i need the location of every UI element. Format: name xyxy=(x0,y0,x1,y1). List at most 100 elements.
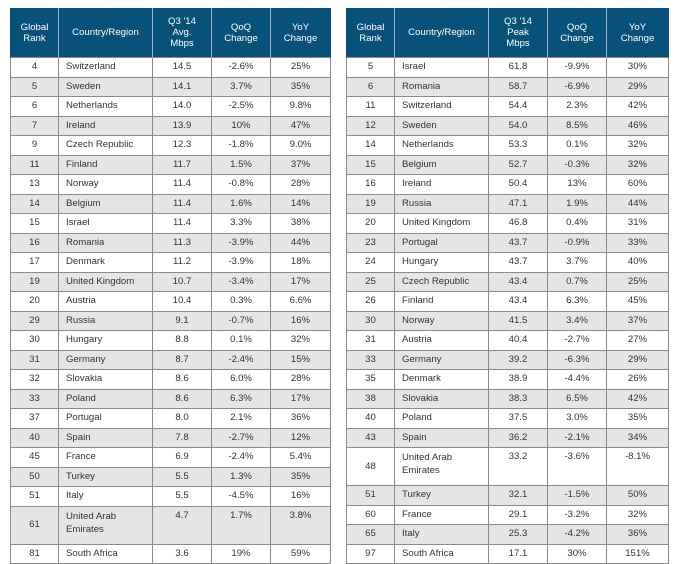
yoy-cell: 42% xyxy=(606,388,669,409)
country-cell: South Africa xyxy=(394,543,489,564)
country-cell: Portugal xyxy=(394,232,489,253)
country-cell: Ireland xyxy=(58,115,153,136)
rank-cell: 31 xyxy=(10,349,59,370)
qoq-cell: 10% xyxy=(211,115,271,136)
yoy-cell: 35% xyxy=(606,408,669,429)
mbps-cell: 8.8 xyxy=(152,330,212,351)
table-row: 97 South Africa 17.1 30% 151% xyxy=(346,543,669,564)
mbps-cell: 10.4 xyxy=(152,291,212,312)
yoy-cell: 36% xyxy=(606,524,669,545)
mbps-cell: 38.3 xyxy=(488,388,548,409)
table-row: 14 Netherlands 53.3 0.1% 32% xyxy=(346,135,669,156)
yoy-cell: 37% xyxy=(606,310,669,331)
table-row: 60 France 29.1 -3.2% 32% xyxy=(346,504,669,525)
yoy-cell: 6.6% xyxy=(270,291,331,312)
rank-cell: 5 xyxy=(10,76,59,97)
header-line: Country/Region xyxy=(72,27,139,38)
rank-cell: 38 xyxy=(346,388,395,409)
qoq-cell: -1.8% xyxy=(211,135,271,156)
rank-cell: 65 xyxy=(346,524,395,545)
yoy-cell: 44% xyxy=(270,232,331,253)
country-cell: Belgium xyxy=(394,154,489,175)
header-yoy-change: YoY Change xyxy=(270,8,331,58)
table-row: 14 Belgium 11.4 1.6% 14% xyxy=(10,193,331,214)
qoq-cell: -2.4% xyxy=(211,447,271,468)
mbps-cell: 4.7 xyxy=(152,505,212,545)
mbps-cell: 5.5 xyxy=(152,466,212,487)
mbps-cell: 6.9 xyxy=(152,447,212,468)
mbps-cell: 50.4 xyxy=(488,174,548,195)
country-cell: Slovakia xyxy=(394,388,489,409)
mbps-cell: 54.0 xyxy=(488,115,548,136)
table-row: 40 Spain 7.8 -2.7% 12% xyxy=(10,427,331,448)
rank-cell: 5 xyxy=(346,57,395,78)
country-cell: Finland xyxy=(394,291,489,312)
table-row: 7 Ireland 13.9 10% 47% xyxy=(10,115,331,136)
rank-cell: 20 xyxy=(10,291,59,312)
rank-cell: 31 xyxy=(346,330,395,351)
table-row: 6 Romania 58.7 -6.9% 29% xyxy=(346,76,669,97)
header-line: Global xyxy=(20,21,49,33)
mbps-cell: 43.4 xyxy=(488,271,548,292)
rank-cell: 33 xyxy=(10,388,59,409)
country-cell: United Kingdom xyxy=(58,271,153,292)
country-cell: Poland xyxy=(394,408,489,429)
header-line: Country/Region xyxy=(408,27,475,38)
rank-cell: 35 xyxy=(346,369,395,390)
country-cell: Russia xyxy=(394,193,489,214)
qoq-cell: -4.4% xyxy=(547,369,607,390)
yoy-cell: 32% xyxy=(270,330,331,351)
mbps-cell: 61.8 xyxy=(488,57,548,78)
country-cell: France xyxy=(58,447,153,468)
header-global-rank: Global Rank xyxy=(346,8,395,58)
qoq-cell: 0.3% xyxy=(211,291,271,312)
table-row: 51 Turkey 32.1 -1.5% 50% xyxy=(346,485,669,506)
qoq-cell: -1.5% xyxy=(547,485,607,506)
mbps-cell: 13.9 xyxy=(152,115,212,136)
country-cell: Italy xyxy=(58,486,153,507)
yoy-cell: 29% xyxy=(606,76,669,97)
country-cell: Austria xyxy=(394,330,489,351)
rank-cell: 40 xyxy=(10,427,59,448)
header-qoq-change: QoQ Change xyxy=(211,8,271,58)
yoy-cell: 9.0% xyxy=(270,135,331,156)
table-row: 16 Ireland 50.4 13% 60% xyxy=(346,174,669,195)
mbps-cell: 11.2 xyxy=(152,252,212,273)
table-row: 9 Czech Republic 12.3 -1.8% 9.0% xyxy=(10,135,331,156)
qoq-cell: 1.9% xyxy=(547,193,607,214)
header-country-region: Country/Region xyxy=(394,8,489,58)
rank-cell: 48 xyxy=(346,447,395,486)
mbps-cell: 11.3 xyxy=(152,232,212,253)
table-row: 37 Portugal 8.0 2.1% 36% xyxy=(10,408,331,429)
rank-cell: 16 xyxy=(10,232,59,253)
rank-cell: 16 xyxy=(346,174,395,195)
country-cell: Germany xyxy=(58,349,153,370)
rank-cell: 60 xyxy=(346,504,395,525)
table-row: 32 Slovakia 8.6 6.0% 28% xyxy=(10,369,331,390)
header-line: Rank xyxy=(359,32,382,44)
table-row: 61 United Arab Emirates 4.7 1.7% 3.8% xyxy=(10,505,331,545)
rank-cell: 7 xyxy=(10,115,59,136)
mbps-cell: 53.3 xyxy=(488,135,548,156)
table-row: 81 South Africa 3.6 19% 59% xyxy=(10,543,331,564)
rank-cell: 19 xyxy=(10,271,59,292)
rank-cell: 14 xyxy=(10,193,59,214)
yoy-cell: 14% xyxy=(270,193,331,214)
country-cell: Czech Republic xyxy=(58,135,153,156)
country-cell: Poland xyxy=(58,388,153,409)
table-row: 45 France 6.9 -2.4% 5.4% xyxy=(10,447,331,468)
yoy-cell: 33% xyxy=(606,232,669,253)
header-line: Mbps xyxy=(170,38,194,49)
header-country-region: Country/Region xyxy=(58,8,153,58)
table-row: 40 Poland 37.5 3.0% 35% xyxy=(346,408,669,429)
qoq-cell: -4.2% xyxy=(547,524,607,545)
header-line: QoQ xyxy=(230,21,252,33)
mbps-cell: 14.1 xyxy=(152,76,212,97)
header-line: QoQ xyxy=(566,21,588,33)
table-row: 11 Finland 11.7 1.5% 37% xyxy=(10,154,331,175)
rank-cell: 32 xyxy=(10,369,59,390)
mbps-cell: 5.5 xyxy=(152,486,212,507)
country-cell: Sweden xyxy=(58,76,153,97)
qoq-cell: 6.0% xyxy=(211,369,271,390)
table-row: 5 Israel 61.8 -9.9% 30% xyxy=(346,57,669,78)
